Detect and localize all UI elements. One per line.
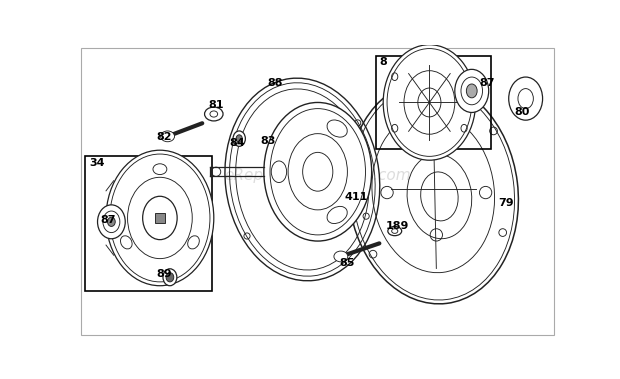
Ellipse shape bbox=[163, 269, 177, 286]
Bar bbox=[85, 157, 212, 291]
Text: 79: 79 bbox=[498, 197, 515, 208]
Text: 189: 189 bbox=[386, 221, 409, 231]
Ellipse shape bbox=[264, 102, 371, 241]
Text: 87: 87 bbox=[100, 215, 116, 225]
Ellipse shape bbox=[466, 84, 477, 98]
Text: 89: 89 bbox=[156, 269, 172, 279]
Ellipse shape bbox=[106, 150, 214, 286]
Text: 84: 84 bbox=[229, 138, 245, 148]
Text: eReplacementParts.com: eReplacementParts.com bbox=[224, 168, 411, 183]
Ellipse shape bbox=[143, 196, 177, 240]
Ellipse shape bbox=[334, 251, 348, 262]
Bar bbox=[154, 213, 166, 223]
Bar bbox=[348, 202, 357, 213]
Ellipse shape bbox=[508, 77, 542, 120]
Ellipse shape bbox=[97, 205, 125, 239]
Text: 8: 8 bbox=[379, 58, 387, 67]
Text: 88: 88 bbox=[268, 78, 283, 88]
Ellipse shape bbox=[107, 217, 115, 226]
Ellipse shape bbox=[236, 135, 242, 143]
Ellipse shape bbox=[455, 69, 489, 113]
Text: 34: 34 bbox=[89, 158, 105, 168]
Text: 82: 82 bbox=[156, 132, 172, 142]
Ellipse shape bbox=[388, 226, 402, 236]
Text: 80: 80 bbox=[515, 108, 530, 117]
Ellipse shape bbox=[166, 273, 174, 282]
Ellipse shape bbox=[233, 131, 246, 146]
Text: 411: 411 bbox=[345, 192, 368, 202]
Bar bbox=[376, 56, 491, 149]
Text: 81: 81 bbox=[208, 100, 224, 110]
Text: 85: 85 bbox=[339, 258, 355, 268]
Ellipse shape bbox=[161, 131, 175, 142]
Text: 87: 87 bbox=[479, 78, 495, 88]
Text: 83: 83 bbox=[260, 136, 275, 146]
Ellipse shape bbox=[383, 45, 476, 160]
